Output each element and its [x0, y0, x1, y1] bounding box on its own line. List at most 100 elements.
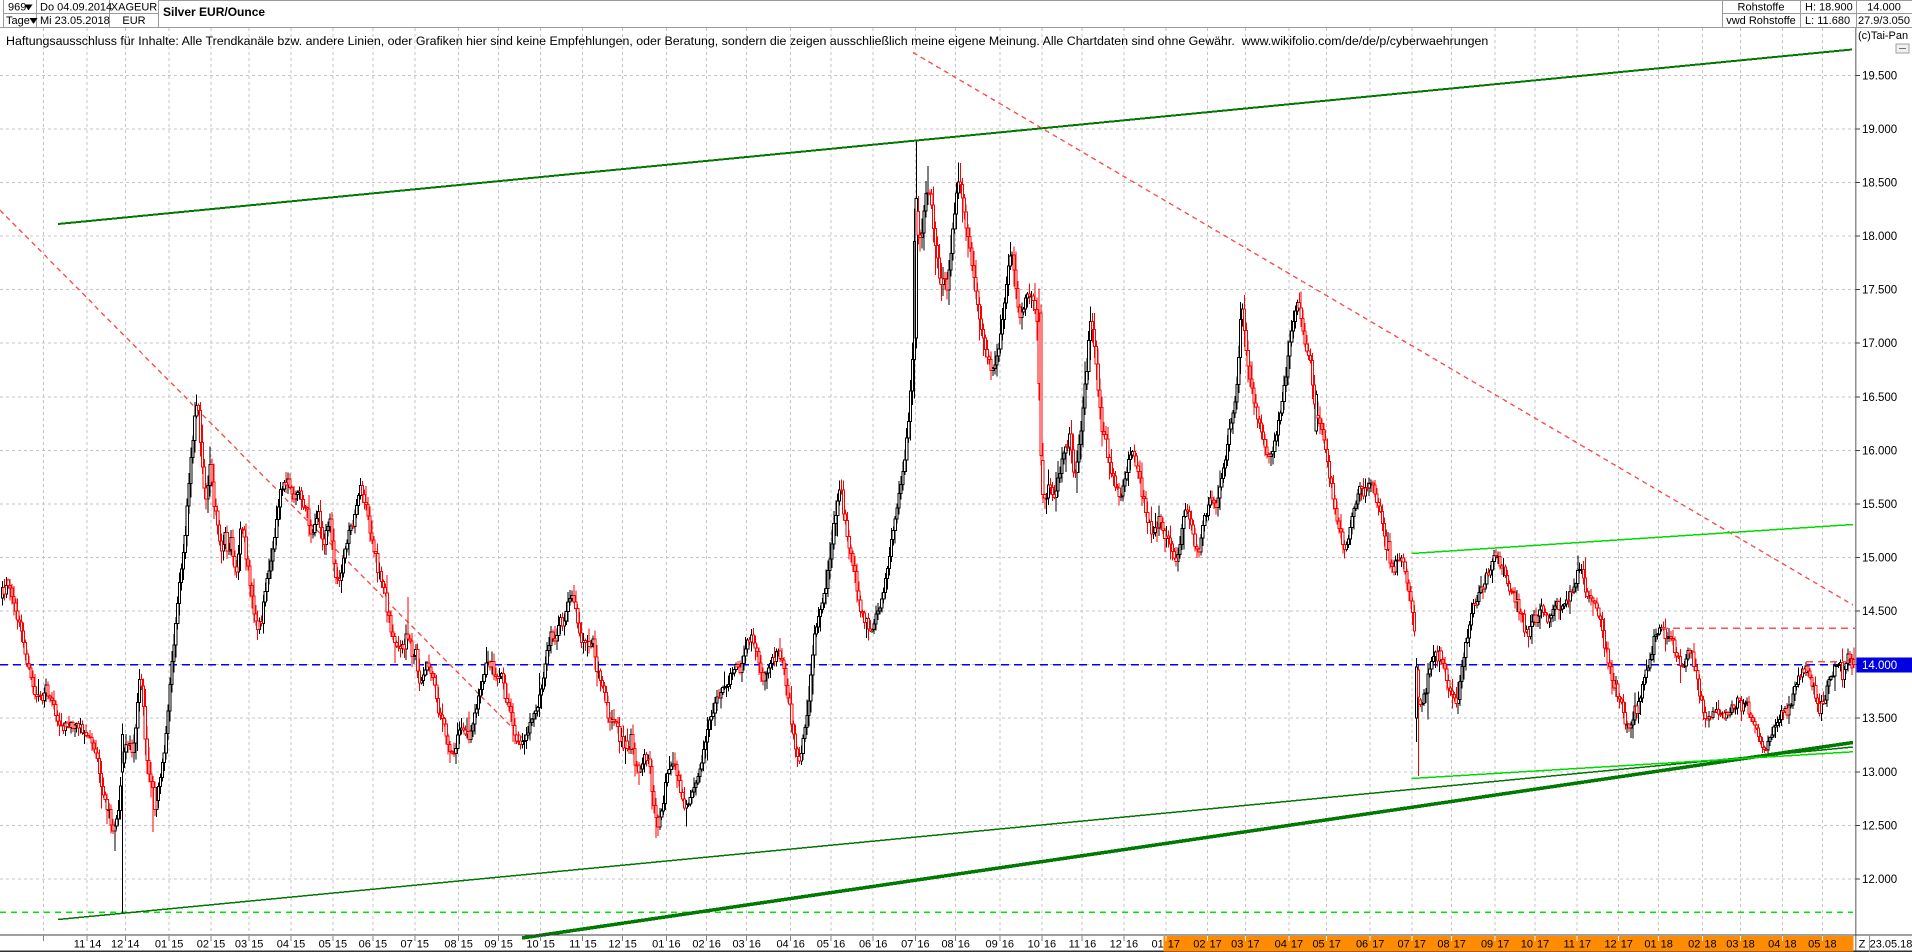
svg-text:04: 04	[1275, 939, 1287, 951]
svg-text:Haftungsausschluss für Inhalte: Haftungsausschluss für Inhalte: Alle Tre…	[6, 34, 1488, 48]
svg-text:16: 16	[833, 939, 845, 951]
svg-text:16.500: 16.500	[1862, 392, 1897, 404]
svg-text:07: 07	[401, 939, 413, 951]
svg-text:27.9/3.050: 27.9/3.050	[1858, 15, 1910, 27]
svg-text:03: 03	[732, 939, 744, 951]
svg-text:05: 05	[1808, 939, 1820, 951]
svg-text:15: 15	[543, 939, 555, 951]
svg-text:12: 12	[608, 939, 620, 951]
svg-text:05: 05	[817, 939, 829, 951]
svg-text:Rohstoffe: Rohstoffe	[1738, 2, 1785, 14]
svg-text:18: 18	[1661, 939, 1673, 951]
svg-text:08: 08	[444, 939, 456, 951]
svg-text:15: 15	[251, 939, 263, 951]
svg-text:15: 15	[461, 939, 473, 951]
svg-text:17: 17	[1454, 939, 1466, 951]
svg-text:15.000: 15.000	[1862, 553, 1897, 565]
svg-text:16: 16	[1002, 939, 1014, 951]
svg-text:17: 17	[1291, 939, 1303, 951]
svg-text:15: 15	[625, 939, 637, 951]
svg-text:15: 15	[293, 939, 305, 951]
svg-text:18: 18	[1784, 939, 1796, 951]
svg-text:05: 05	[319, 939, 331, 951]
svg-text:08: 08	[1437, 939, 1449, 951]
svg-text:01: 01	[1644, 939, 1656, 951]
svg-text:17: 17	[1247, 939, 1259, 951]
svg-text:EUR: EUR	[122, 15, 145, 27]
svg-text:06: 06	[1356, 939, 1368, 951]
svg-text:Tage: Tage	[6, 15, 30, 27]
svg-text:11: 11	[74, 939, 85, 951]
svg-text:969: 969	[8, 2, 26, 14]
svg-text:16: 16	[1126, 939, 1138, 951]
svg-text:01: 01	[1152, 939, 1164, 951]
svg-text:XAGEUR: XAGEUR	[111, 2, 158, 14]
svg-text:15: 15	[417, 939, 429, 951]
svg-text:13.500: 13.500	[1862, 713, 1897, 725]
svg-text:23.05.18: 23.05.18	[1870, 939, 1912, 951]
svg-text:12.000: 12.000	[1862, 874, 1897, 886]
svg-text:(c)Tai-Pan: (c)Tai-Pan	[1858, 30, 1908, 42]
svg-text:18: 18	[1704, 939, 1716, 951]
svg-text:13.000: 13.000	[1862, 767, 1897, 779]
svg-text:Z: Z	[1859, 939, 1866, 951]
svg-text:14.000: 14.000	[1862, 660, 1897, 672]
svg-text:09: 09	[986, 939, 998, 951]
svg-text:19.500: 19.500	[1862, 70, 1897, 82]
svg-text:07: 07	[901, 939, 913, 951]
svg-text:16: 16	[917, 939, 929, 951]
svg-text:15: 15	[171, 939, 183, 951]
svg-text:Silver EUR/Ounce: Silver EUR/Ounce	[163, 5, 265, 19]
svg-text:17: 17	[1621, 939, 1633, 951]
svg-text:15: 15	[375, 939, 387, 951]
svg-text:02: 02	[1193, 939, 1205, 951]
svg-text:17.000: 17.000	[1862, 338, 1897, 350]
svg-text:11: 11	[1563, 939, 1574, 951]
svg-text:Do 04.09.2014: Do 04.09.2014	[40, 2, 112, 14]
svg-text:16: 16	[668, 939, 680, 951]
svg-text:14: 14	[89, 939, 101, 951]
svg-text:05: 05	[1312, 939, 1324, 951]
svg-text:03: 03	[1726, 939, 1738, 951]
svg-text:12: 12	[1110, 939, 1122, 951]
svg-text:01: 01	[652, 939, 664, 951]
svg-text:11: 11	[1069, 939, 1080, 951]
svg-text:14: 14	[127, 939, 139, 951]
svg-text:16: 16	[958, 939, 970, 951]
svg-text:11: 11	[569, 939, 580, 951]
svg-text:18.500: 18.500	[1862, 177, 1897, 189]
svg-text:15: 15	[335, 939, 347, 951]
svg-text:12: 12	[1604, 939, 1616, 951]
svg-text:17: 17	[1372, 939, 1384, 951]
svg-text:17: 17	[1210, 939, 1222, 951]
svg-text:09: 09	[484, 939, 496, 951]
svg-text:07: 07	[1398, 939, 1410, 951]
svg-text:06: 06	[859, 939, 871, 951]
svg-text:18: 18	[1743, 939, 1755, 951]
svg-text:18: 18	[1824, 939, 1836, 951]
svg-text:02: 02	[197, 939, 209, 951]
svg-text:H: 18.900: H: 18.900	[1805, 2, 1853, 14]
svg-text:08: 08	[941, 939, 953, 951]
svg-text:16.000: 16.000	[1862, 445, 1897, 457]
svg-text:15: 15	[501, 939, 513, 951]
svg-text:17: 17	[1579, 939, 1591, 951]
svg-text:16: 16	[875, 939, 887, 951]
svg-text:16: 16	[793, 939, 805, 951]
svg-text:10: 10	[1521, 939, 1533, 951]
svg-text:16: 16	[1044, 939, 1056, 951]
svg-text:15: 15	[585, 939, 597, 951]
svg-text:19.000: 19.000	[1862, 124, 1897, 136]
svg-text:vwd Rohstoffe: vwd Rohstoffe	[1726, 15, 1796, 27]
svg-text:17: 17	[1537, 939, 1549, 951]
svg-text:17: 17	[1414, 939, 1426, 951]
svg-text:17: 17	[1168, 939, 1180, 951]
svg-text:10: 10	[526, 939, 538, 951]
svg-text:10: 10	[1028, 939, 1040, 951]
svg-text:02: 02	[1688, 939, 1700, 951]
svg-text:12: 12	[111, 939, 123, 951]
svg-text:14.500: 14.500	[1862, 606, 1897, 618]
svg-text:17: 17	[1329, 939, 1341, 951]
svg-text:16: 16	[1084, 939, 1096, 951]
svg-text:04: 04	[1768, 939, 1780, 951]
